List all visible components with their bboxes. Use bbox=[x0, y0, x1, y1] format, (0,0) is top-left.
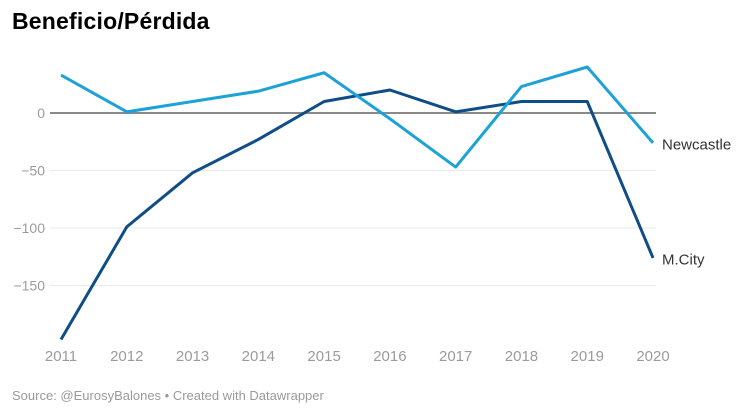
series-label-m-city: M.City bbox=[662, 251, 705, 268]
series-line-m-city bbox=[59, 88, 655, 341]
x-tick-label: 2014 bbox=[242, 348, 275, 365]
x-tick-label: 2013 bbox=[176, 348, 209, 365]
x-tick-label: 2012 bbox=[110, 348, 143, 365]
y-tick-label: 0 bbox=[37, 105, 45, 121]
x-tick-label: 2016 bbox=[373, 348, 406, 365]
y-tick-label: −50 bbox=[21, 163, 45, 179]
source-footer: Source: @EurosyBalones • Created with Da… bbox=[12, 388, 324, 403]
series-label-newcastle: Newcastle bbox=[662, 136, 731, 153]
y-tick-label: −100 bbox=[13, 220, 45, 236]
x-tick-label: 2019 bbox=[571, 348, 604, 365]
x-tick-label: 2020 bbox=[636, 348, 669, 365]
chart-title: Beneficio/Pérdida bbox=[12, 8, 210, 34]
x-tick-label: 2017 bbox=[439, 348, 472, 365]
x-tick-label: 2015 bbox=[307, 348, 340, 365]
series-line-newcastle bbox=[60, 65, 655, 169]
x-tick-label: 2011 bbox=[45, 348, 77, 365]
y-tick-label: −150 bbox=[13, 278, 45, 294]
x-tick-label: 2018 bbox=[505, 348, 538, 365]
